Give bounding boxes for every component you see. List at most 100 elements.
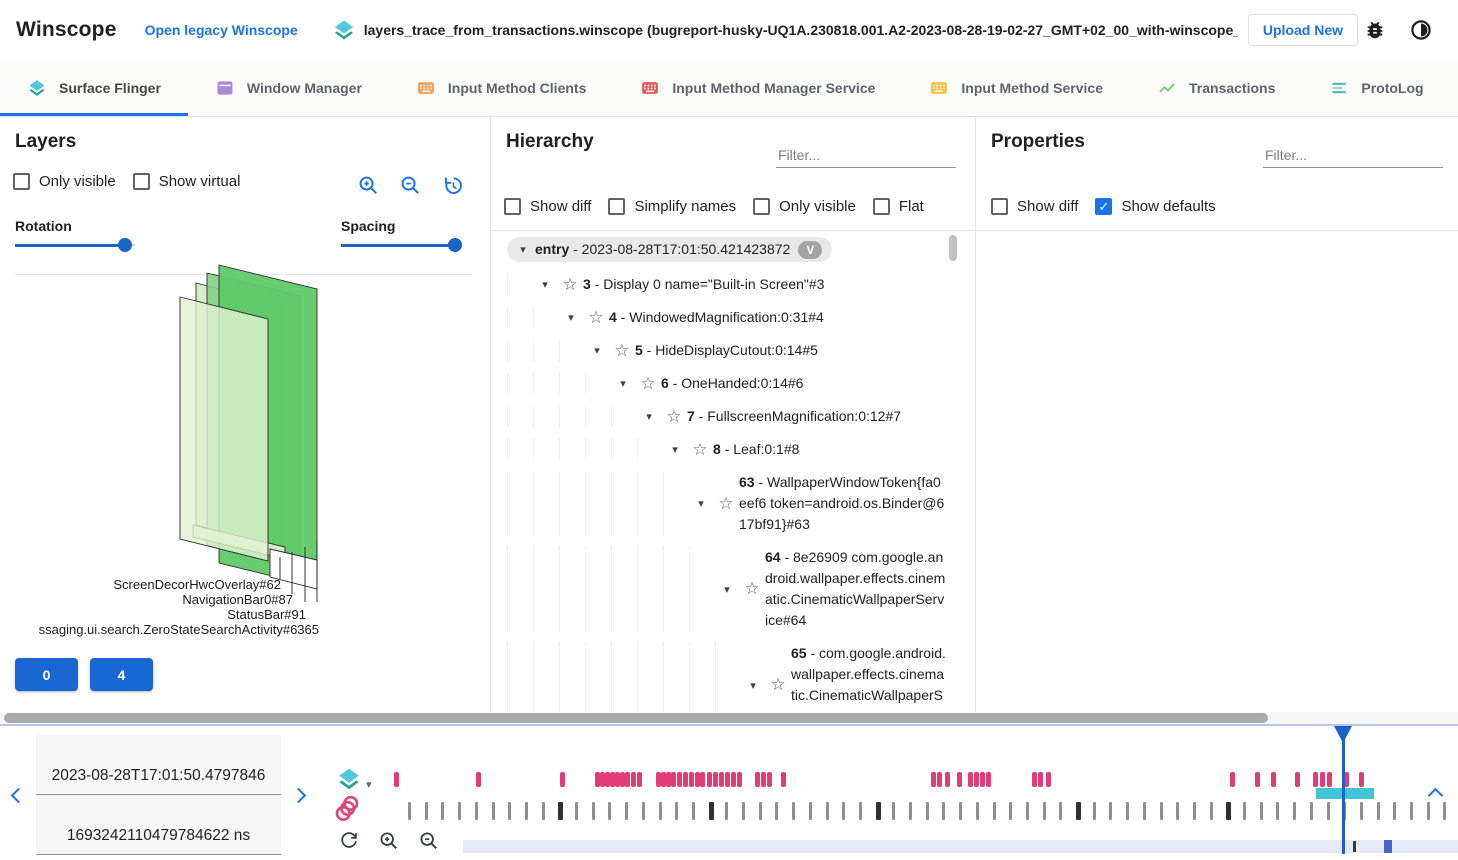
transaction-tick[interactable] bbox=[441, 802, 445, 820]
pin-star-icon[interactable]: ☆ bbox=[640, 373, 656, 393]
transaction-tick[interactable] bbox=[1293, 802, 1297, 820]
transaction-tick[interactable] bbox=[1059, 802, 1063, 820]
tree-node-label[interactable]: entry - 2023-08-28T17:01:50.421423872 bbox=[535, 241, 791, 257]
pin-star-icon[interactable]: ☆ bbox=[614, 340, 630, 360]
layers-3d-view[interactable] bbox=[0, 257, 490, 602]
tree-node-label[interactable]: 5 - HideDisplayCutout:0:14#5 bbox=[635, 342, 818, 358]
pin-star-icon[interactable]: ☆ bbox=[666, 406, 682, 426]
open-legacy-link[interactable]: Open legacy Winscope bbox=[144, 22, 298, 38]
tree-node-5[interactable]: ▾ ☆ 5 - HideDisplayCutout:0:14#5 bbox=[491, 334, 963, 367]
tree-node-6[interactable]: ▾ ☆ 6 - OneHanded:0:14#6 bbox=[491, 367, 963, 400]
transaction-tick[interactable] bbox=[1359, 802, 1363, 820]
tree-node-label[interactable]: 65 - com.google.android.wallpaper.effect… bbox=[791, 645, 946, 712]
transaction-tick[interactable] bbox=[1259, 802, 1263, 820]
sf-trace-marker[interactable] bbox=[631, 772, 636, 787]
zoom-out-icon[interactable] bbox=[398, 173, 422, 197]
sf-trace-marker[interactable] bbox=[1320, 772, 1325, 787]
sf-trace-marker[interactable] bbox=[707, 772, 712, 787]
slider-thumb[interactable] bbox=[118, 238, 133, 252]
sf-trace-marker[interactable] bbox=[1295, 772, 1300, 787]
tab-surface-flinger[interactable]: Surface Flinger bbox=[0, 60, 188, 116]
transaction-tick[interactable] bbox=[1042, 802, 1046, 820]
sf-trace-marker[interactable] bbox=[1255, 772, 1260, 787]
checkbox-only-visible[interactable]: Only visible bbox=[13, 173, 116, 190]
sf-trace-marker[interactable] bbox=[980, 772, 985, 787]
sf-trace-marker[interactable] bbox=[605, 772, 610, 787]
display-button-4[interactable]: 4 bbox=[90, 658, 153, 691]
tree-node-label[interactable]: 3 - Display 0 name="Built-in Screen"#3 bbox=[583, 276, 825, 292]
sf-trace-marker[interactable] bbox=[1344, 772, 1349, 787]
sf-trace-marker[interactable] bbox=[656, 772, 661, 787]
sf-trace-marker[interactable] bbox=[600, 772, 605, 787]
transaction-tick[interactable] bbox=[1376, 802, 1380, 820]
timeline-zoom-slider[interactable] bbox=[463, 840, 1458, 853]
timeline-cursor-flag[interactable] bbox=[1334, 726, 1352, 743]
tree-node-65[interactable]: ▾ ☆ 65 - com.google.android.wallpaper.effe… bbox=[491, 637, 963, 712]
tree-node-label[interactable]: 4 - WindowedMagnification:0:31#4 bbox=[609, 309, 824, 325]
collapse-arrow-icon[interactable]: ▾ bbox=[620, 378, 626, 390]
tree-node-64[interactable]: ▾ ☆ 64 - 8e26909 com.google.android.wallpa… bbox=[491, 541, 963, 637]
transaction-tick[interactable] bbox=[575, 802, 578, 820]
transaction-tick[interactable] bbox=[625, 802, 629, 820]
transaction-tick[interactable] bbox=[558, 802, 564, 820]
transaction-tick[interactable] bbox=[1426, 802, 1430, 820]
collapse-arrow-icon[interactable]: ▾ bbox=[646, 411, 652, 423]
hierarchy-filter-input[interactable] bbox=[776, 143, 956, 168]
sf-trace-marker[interactable] bbox=[974, 772, 979, 787]
transactions-trace-icon[interactable] bbox=[332, 794, 362, 824]
trace-select-caret-icon[interactable]: ▾ bbox=[366, 779, 372, 791]
collapse-arrow-icon[interactable]: ▾ bbox=[594, 345, 600, 357]
sf-trace-marker[interactable] bbox=[1046, 772, 1051, 787]
layer-label[interactable]: ScreenDecorHwcOverlay#62 bbox=[113, 577, 281, 592]
transaction-tick[interactable] bbox=[491, 802, 495, 820]
transaction-tick[interactable] bbox=[658, 802, 662, 820]
tab-protolog[interactable]: ProtoLog bbox=[1302, 60, 1450, 116]
sf-trace-marker[interactable] bbox=[615, 772, 620, 787]
timeline-zoom-in-icon[interactable] bbox=[378, 830, 400, 852]
transaction-tick[interactable] bbox=[1092, 802, 1096, 820]
tree-node-label[interactable]: 63 - WallpaperWindowToken{fa0eef6 token=… bbox=[739, 474, 945, 532]
sf-trace-marker[interactable] bbox=[725, 772, 730, 787]
next-entry-button[interactable] bbox=[290, 787, 307, 804]
timestamp-human-input[interactable] bbox=[36, 735, 281, 795]
sf-trace-marker[interactable] bbox=[677, 772, 682, 787]
timeline-zoom-out-icon[interactable] bbox=[418, 830, 440, 852]
surface-flinger-trace-icon[interactable] bbox=[336, 766, 362, 792]
tree-node-3[interactable]: ▾ ☆ 3 - Display 0 name="Built-in Screen"#3 bbox=[491, 268, 963, 301]
pin-star-icon[interactable]: ☆ bbox=[692, 439, 708, 459]
checkbox-show-defaults[interactable]: ✓ Show defaults bbox=[1095, 198, 1216, 215]
timeline-cursor-line[interactable] bbox=[1342, 726, 1345, 854]
pin-star-icon[interactable]: ☆ bbox=[744, 579, 760, 598]
sf-trace-marker[interactable] bbox=[945, 772, 950, 787]
transaction-tick[interactable] bbox=[1326, 802, 1330, 820]
transaction-tick[interactable] bbox=[792, 802, 796, 820]
transaction-tick[interactable] bbox=[959, 802, 963, 820]
previous-entry-button[interactable] bbox=[10, 787, 27, 804]
display-button-0[interactable]: 0 bbox=[15, 658, 78, 691]
sf-trace-marker[interactable] bbox=[689, 772, 694, 787]
sf-trace-marker[interactable] bbox=[781, 772, 786, 787]
transaction-tick[interactable] bbox=[608, 802, 612, 820]
sf-trace-marker[interactable] bbox=[1038, 772, 1043, 787]
sf-trace-marker[interactable] bbox=[1230, 772, 1235, 787]
transaction-tick[interactable] bbox=[708, 802, 714, 820]
checkbox-box[interactable] bbox=[132, 173, 150, 190]
checkbox-simplify-names[interactable]: Simplify names bbox=[608, 198, 736, 215]
sf-trace-marker[interactable] bbox=[620, 772, 625, 787]
transaction-tick[interactable] bbox=[541, 802, 545, 820]
collapse-arrow-icon[interactable]: ▾ bbox=[698, 498, 704, 510]
tree-node-label[interactable]: 8 - Leaf:0:1#8 bbox=[713, 441, 800, 457]
transaction-tick[interactable] bbox=[909, 802, 912, 820]
transaction-tick[interactable] bbox=[875, 802, 881, 820]
tree-node-4[interactable]: ▾ ☆ 4 - WindowedMagnification:0:31#4 bbox=[491, 301, 963, 334]
transaction-tick[interactable] bbox=[591, 802, 595, 820]
tree-node-8[interactable]: ▾ ☆ 8 - Leaf:0:1#8 bbox=[491, 433, 963, 466]
transaction-tick[interactable] bbox=[474, 802, 478, 820]
sf-trace-marker[interactable] bbox=[1359, 772, 1364, 787]
transaction-tick[interactable] bbox=[1226, 802, 1232, 820]
spacing-slider[interactable] bbox=[341, 238, 462, 252]
sf-trace-marker[interactable] bbox=[637, 772, 642, 787]
transaction-tick[interactable] bbox=[1009, 802, 1013, 820]
checkbox-box[interactable] bbox=[608, 198, 626, 215]
pin-star-icon[interactable]: ☆ bbox=[770, 675, 786, 694]
